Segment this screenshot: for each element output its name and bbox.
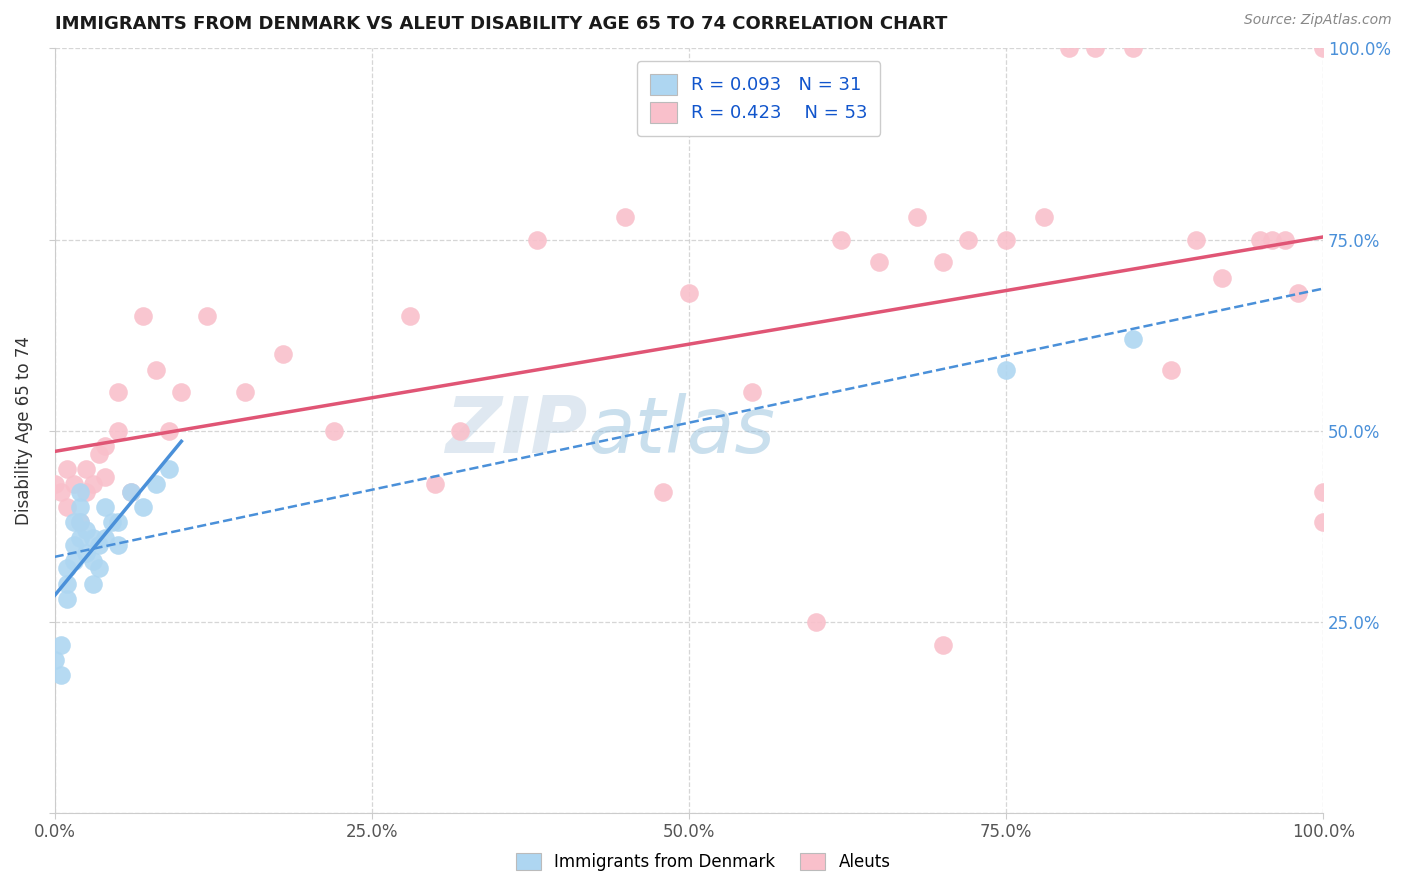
Point bbox=[170, 385, 193, 400]
Point bbox=[423, 477, 446, 491]
Point bbox=[69, 516, 91, 530]
Point bbox=[1249, 233, 1271, 247]
Point bbox=[62, 538, 84, 552]
Point bbox=[107, 385, 129, 400]
Point bbox=[931, 638, 953, 652]
Point bbox=[1312, 41, 1334, 55]
Text: atlas: atlas bbox=[588, 392, 775, 468]
Point bbox=[994, 233, 1017, 247]
Point bbox=[82, 554, 104, 568]
Point bbox=[271, 347, 294, 361]
Point bbox=[82, 576, 104, 591]
Point bbox=[526, 233, 548, 247]
Point bbox=[82, 477, 104, 491]
Point bbox=[107, 516, 129, 530]
Point bbox=[49, 638, 72, 652]
Point bbox=[652, 484, 675, 499]
Point bbox=[94, 469, 117, 483]
Point bbox=[1084, 41, 1107, 55]
Point bbox=[1185, 233, 1208, 247]
Point bbox=[132, 500, 155, 515]
Point bbox=[82, 531, 104, 545]
Point bbox=[56, 561, 79, 575]
Point bbox=[49, 668, 72, 682]
Point bbox=[62, 516, 84, 530]
Point bbox=[87, 538, 110, 552]
Point bbox=[956, 233, 979, 247]
Point bbox=[1211, 270, 1233, 285]
Point bbox=[94, 439, 117, 453]
Point bbox=[75, 462, 97, 476]
Legend: Immigrants from Denmark, Aleuts: Immigrants from Denmark, Aleuts bbox=[508, 845, 898, 880]
Point bbox=[87, 447, 110, 461]
Point bbox=[994, 362, 1017, 376]
Point bbox=[322, 424, 344, 438]
Text: Source: ZipAtlas.com: Source: ZipAtlas.com bbox=[1244, 13, 1392, 28]
Point bbox=[931, 255, 953, 269]
Point bbox=[120, 484, 142, 499]
Point bbox=[49, 484, 72, 499]
Point bbox=[905, 210, 928, 224]
Point bbox=[1033, 210, 1056, 224]
Point bbox=[94, 531, 117, 545]
Point bbox=[450, 424, 472, 438]
Y-axis label: Disability Age 65 to 74: Disability Age 65 to 74 bbox=[15, 336, 32, 525]
Point bbox=[1059, 41, 1081, 55]
Point bbox=[75, 546, 97, 560]
Point bbox=[741, 385, 763, 400]
Text: IMMIGRANTS FROM DENMARK VS ALEUT DISABILITY AGE 65 TO 74 CORRELATION CHART: IMMIGRANTS FROM DENMARK VS ALEUT DISABIL… bbox=[55, 15, 946, 33]
Point bbox=[1312, 516, 1334, 530]
Point bbox=[69, 516, 91, 530]
Point bbox=[1312, 484, 1334, 499]
Point bbox=[75, 484, 97, 499]
Point bbox=[145, 477, 167, 491]
Point bbox=[44, 477, 66, 491]
Point bbox=[107, 538, 129, 552]
Point bbox=[1261, 233, 1284, 247]
Point bbox=[69, 500, 91, 515]
Point bbox=[614, 210, 637, 224]
Point bbox=[830, 233, 852, 247]
Legend: R = 0.093   N = 31, R = 0.423    N = 53: R = 0.093 N = 31, R = 0.423 N = 53 bbox=[637, 62, 880, 136]
Point bbox=[1274, 233, 1296, 247]
Point bbox=[69, 531, 91, 545]
Point bbox=[56, 576, 79, 591]
Text: ZIP: ZIP bbox=[446, 392, 588, 468]
Point bbox=[1286, 286, 1309, 301]
Point bbox=[804, 615, 827, 629]
Point bbox=[1122, 332, 1144, 346]
Point bbox=[157, 462, 180, 476]
Point bbox=[120, 484, 142, 499]
Point bbox=[94, 500, 117, 515]
Point bbox=[75, 523, 97, 537]
Point bbox=[69, 484, 91, 499]
Point bbox=[132, 309, 155, 323]
Point bbox=[233, 385, 256, 400]
Point bbox=[56, 500, 79, 515]
Point bbox=[44, 653, 66, 667]
Point bbox=[62, 554, 84, 568]
Point bbox=[868, 255, 890, 269]
Point bbox=[398, 309, 420, 323]
Point bbox=[100, 516, 122, 530]
Point bbox=[1160, 362, 1182, 376]
Point bbox=[1122, 41, 1144, 55]
Point bbox=[56, 462, 79, 476]
Point bbox=[62, 477, 84, 491]
Point bbox=[145, 362, 167, 376]
Point bbox=[107, 424, 129, 438]
Point bbox=[87, 561, 110, 575]
Point bbox=[678, 286, 700, 301]
Point bbox=[195, 309, 218, 323]
Point bbox=[56, 591, 79, 606]
Point bbox=[157, 424, 180, 438]
